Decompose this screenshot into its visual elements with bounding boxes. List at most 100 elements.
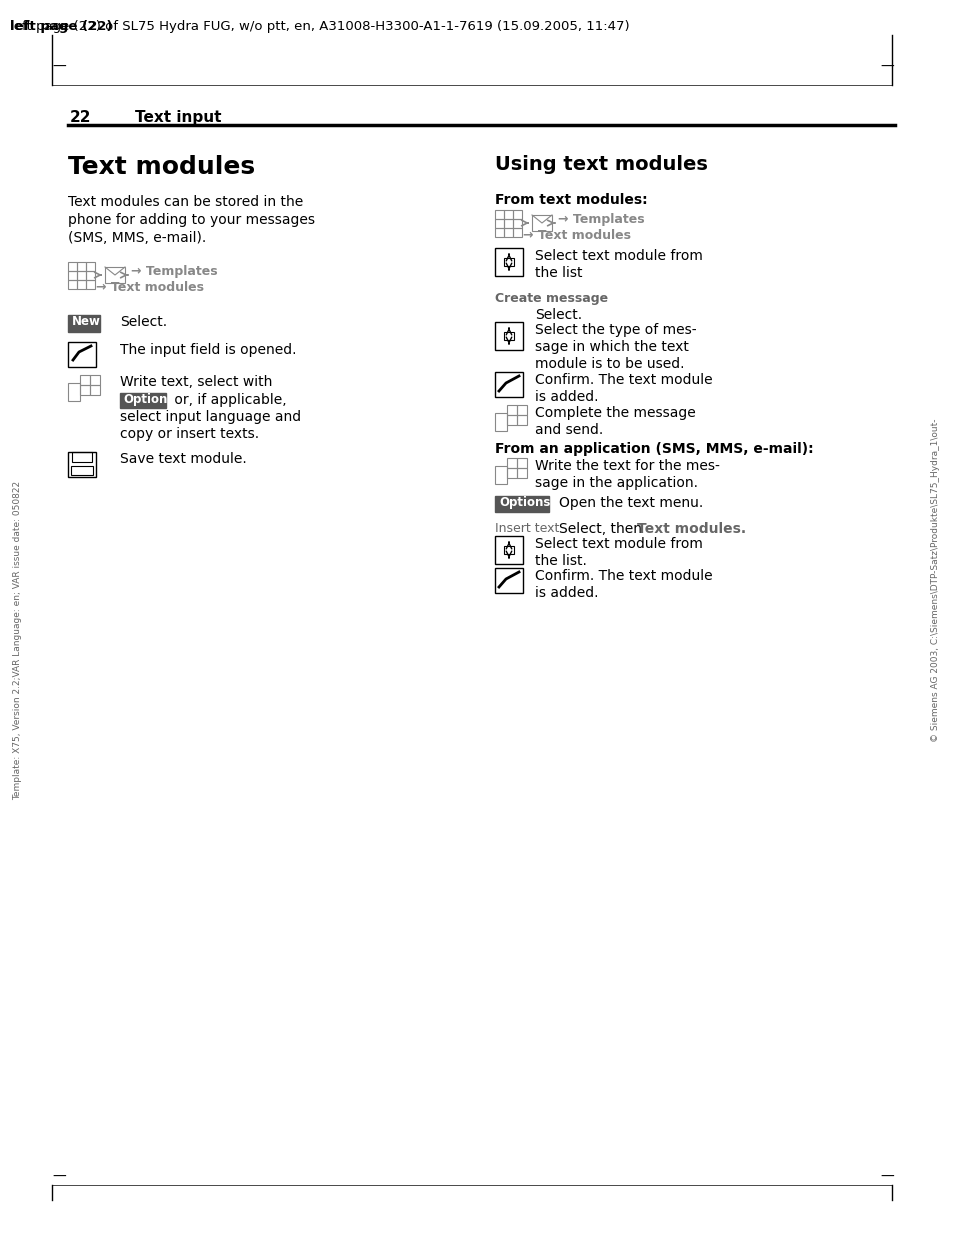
Bar <box>517 415 526 425</box>
Bar <box>503 331 514 340</box>
Text: —: — <box>879 1170 893 1184</box>
Bar <box>495 211 503 219</box>
Text: and send.: and send. <box>535 422 602 437</box>
Bar <box>86 270 95 280</box>
Text: sage in which the text: sage in which the text <box>535 340 688 354</box>
Text: left page (22): left page (22) <box>10 20 112 32</box>
Text: —: — <box>52 1170 66 1184</box>
Text: Template: X75, Version 2.2;VAR Language: en; VAR issue date: 050822: Template: X75, Version 2.2;VAR Language:… <box>13 481 23 800</box>
Bar <box>495 321 522 350</box>
Bar <box>506 459 517 468</box>
Text: select input language and: select input language and <box>120 410 301 424</box>
Text: left page (22) of SL75 Hydra FUG, w/o ptt, en, A31008-H3300-A1-1-7619 (15.09.200: left page (22) of SL75 Hydra FUG, w/o pt… <box>10 20 629 32</box>
Bar <box>86 280 95 289</box>
Bar <box>90 375 100 385</box>
Text: —: — <box>879 60 893 74</box>
Text: → Templates: → Templates <box>131 265 217 278</box>
Text: Insert text: Insert text <box>495 522 558 535</box>
Text: Confirm. The text module: Confirm. The text module <box>535 373 712 388</box>
Text: © Siemens AG 2003, C:\Siemens\DTP-Satz\Produkte\SL75_Hydra_1\out-: © Siemens AG 2003, C:\Siemens\DTP-Satz\P… <box>930 419 940 741</box>
Bar <box>495 412 506 431</box>
Text: From text modules:: From text modules: <box>495 193 647 207</box>
Text: Select the type of mes-: Select the type of mes- <box>535 323 696 336</box>
Bar <box>503 211 513 219</box>
Text: Complete the message: Complete the message <box>535 406 695 420</box>
Bar <box>90 385 100 395</box>
Bar <box>503 258 514 265</box>
Text: is added.: is added. <box>535 390 598 404</box>
Bar <box>77 262 86 270</box>
Bar <box>513 228 521 237</box>
Bar <box>80 385 90 395</box>
Bar <box>68 270 77 280</box>
Text: → Templates: → Templates <box>558 213 644 226</box>
Text: Options: Options <box>123 392 174 406</box>
Bar <box>86 262 95 270</box>
Text: Write the text for the mes-: Write the text for the mes- <box>535 459 720 473</box>
Text: Open the text menu.: Open the text menu. <box>558 496 702 510</box>
Bar <box>513 219 521 228</box>
Text: Text modules: Text modules <box>68 155 254 179</box>
Text: Select.: Select. <box>120 315 167 329</box>
Text: New: New <box>71 315 101 328</box>
Bar <box>68 280 77 289</box>
Bar <box>495 496 548 512</box>
Text: —: — <box>52 60 66 74</box>
Bar <box>80 375 90 385</box>
Text: From an application (SMS, MMS, e-mail):: From an application (SMS, MMS, e-mail): <box>495 442 813 456</box>
Text: Select.: Select. <box>535 308 581 321</box>
Text: Confirm. The text module: Confirm. The text module <box>535 569 712 583</box>
Text: or, if applicable,: or, if applicable, <box>170 392 286 407</box>
Bar <box>495 466 506 483</box>
Text: the list.: the list. <box>535 554 586 568</box>
Text: Select, then: Select, then <box>558 522 646 536</box>
Bar <box>506 415 517 425</box>
Text: (SMS, MMS, e-mail).: (SMS, MMS, e-mail). <box>68 231 206 245</box>
Bar <box>71 452 91 462</box>
Text: 22: 22 <box>70 110 91 125</box>
Bar <box>495 373 522 397</box>
Text: Text modules.: Text modules. <box>637 522 745 536</box>
Text: The input field is opened.: The input field is opened. <box>120 343 296 358</box>
Text: Write text, select with: Write text, select with <box>120 375 273 389</box>
Bar <box>77 280 86 289</box>
Bar <box>105 267 125 283</box>
Text: → Text modules: → Text modules <box>522 229 630 242</box>
Bar <box>68 262 77 270</box>
Bar <box>495 568 522 593</box>
Bar <box>495 248 522 277</box>
Bar <box>517 468 526 478</box>
Bar <box>503 219 513 228</box>
Text: Select text module from: Select text module from <box>535 249 702 263</box>
Bar <box>68 341 96 368</box>
Text: the list: the list <box>535 265 582 280</box>
Text: → Text modules: → Text modules <box>96 282 204 294</box>
Bar <box>71 466 92 475</box>
Text: Using text modules: Using text modules <box>495 155 707 174</box>
Bar <box>506 468 517 478</box>
Text: Text input: Text input <box>135 110 221 125</box>
Text: Create message: Create message <box>495 292 607 305</box>
Bar <box>503 546 514 554</box>
Text: Save text module.: Save text module. <box>120 452 247 466</box>
Bar <box>517 459 526 468</box>
Bar <box>68 315 100 331</box>
Bar <box>506 405 517 415</box>
Text: sage in the application.: sage in the application. <box>535 476 698 490</box>
Bar <box>120 392 166 407</box>
Bar <box>513 211 521 219</box>
Text: Select text module from: Select text module from <box>535 537 702 551</box>
Text: Text modules can be stored in the: Text modules can be stored in the <box>68 196 303 209</box>
Text: copy or insert texts.: copy or insert texts. <box>120 427 259 441</box>
Bar <box>517 405 526 415</box>
Text: Options: Options <box>498 496 550 510</box>
Text: phone for adding to your messages: phone for adding to your messages <box>68 213 314 227</box>
Bar <box>68 452 96 477</box>
Bar <box>503 228 513 237</box>
Bar <box>495 219 503 228</box>
Text: module is to be used.: module is to be used. <box>535 358 684 371</box>
Bar <box>68 383 80 401</box>
Bar <box>532 216 552 231</box>
Bar <box>77 270 86 280</box>
Text: is added.: is added. <box>535 586 598 601</box>
